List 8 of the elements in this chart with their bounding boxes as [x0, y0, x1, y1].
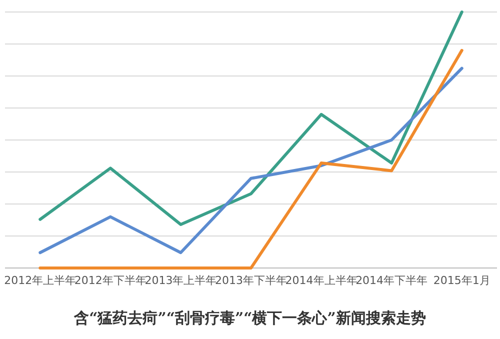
x-tick-label: 2014年下半年: [356, 274, 428, 287]
x-tick-label: 2015年1月: [433, 274, 490, 287]
x-tick-label: 2012年上半年: [4, 274, 76, 287]
x-tick-label: 2013年下半年: [215, 274, 287, 287]
x-tick-label: 2012年下半年: [74, 274, 146, 287]
text: 含“猛药去疴”“刮骨疗毒”“横下一条心”新闻搜索走势: [73, 309, 426, 327]
x-tick-label: 2014年上半年: [285, 274, 358, 287]
x-tick-label: 2013年上半年: [144, 274, 217, 287]
